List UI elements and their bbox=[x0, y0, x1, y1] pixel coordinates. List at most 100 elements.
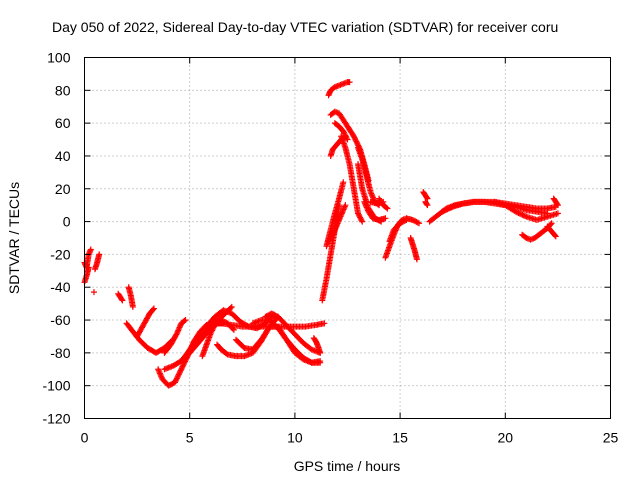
series-arc-14 bbox=[190, 307, 277, 350]
data-point bbox=[180, 362, 187, 369]
series-arc-37 bbox=[422, 198, 431, 209]
x-tick-label: 10 bbox=[287, 430, 303, 446]
data-point bbox=[353, 139, 360, 146]
x-tick-label: 5 bbox=[186, 430, 194, 446]
data-point bbox=[317, 358, 324, 365]
y-tick-label: 100 bbox=[47, 50, 71, 66]
data-point bbox=[118, 296, 125, 303]
data-point bbox=[96, 251, 103, 258]
y-axis-label: SDTVAR / TECUs bbox=[6, 182, 22, 294]
y-tick-label: -40 bbox=[50, 279, 70, 295]
data-point bbox=[441, 207, 448, 214]
data-point bbox=[518, 211, 525, 218]
data-point bbox=[129, 303, 136, 310]
data-point bbox=[350, 133, 357, 140]
series-arc-40 bbox=[491, 198, 561, 223]
data-point bbox=[178, 366, 185, 373]
x-tick-label: 15 bbox=[392, 430, 408, 446]
series-arc-06 bbox=[125, 284, 136, 310]
data-point bbox=[358, 217, 365, 224]
data-point bbox=[177, 368, 184, 375]
data-point bbox=[175, 372, 182, 379]
data-point bbox=[423, 201, 430, 208]
data-point bbox=[182, 317, 189, 324]
data-point bbox=[522, 213, 529, 220]
data-point bbox=[424, 202, 431, 209]
data-point bbox=[175, 371, 182, 378]
data-point bbox=[150, 305, 157, 312]
data-point bbox=[181, 317, 188, 324]
data-point bbox=[179, 363, 186, 370]
data-point bbox=[512, 208, 519, 215]
series-arc-01 bbox=[81, 246, 94, 271]
data-point bbox=[172, 378, 179, 385]
series-arc-36 bbox=[420, 189, 431, 202]
data-point bbox=[402, 217, 409, 224]
y-tick-label: 0 bbox=[63, 214, 71, 230]
data-point bbox=[552, 233, 559, 240]
data-point bbox=[171, 379, 178, 386]
axis-ticks bbox=[84, 57, 611, 419]
grid bbox=[84, 57, 611, 419]
series-arc-04 bbox=[90, 289, 97, 296]
series-arc-43 bbox=[550, 195, 561, 209]
data-point bbox=[515, 209, 522, 216]
data-point bbox=[413, 256, 420, 263]
data-point bbox=[547, 221, 554, 228]
data-point bbox=[554, 201, 561, 208]
data-point bbox=[383, 204, 390, 211]
data-point bbox=[359, 218, 366, 225]
data-point bbox=[173, 331, 180, 338]
series-arc-13 bbox=[199, 317, 237, 360]
series-arc-27 bbox=[331, 120, 351, 143]
y-tick-label: 80 bbox=[55, 82, 71, 98]
data-point bbox=[516, 210, 523, 217]
plot-frame bbox=[84, 57, 611, 419]
data-point bbox=[519, 211, 526, 218]
y-tick-label: -120 bbox=[42, 411, 70, 427]
data-point bbox=[317, 349, 324, 356]
y-tick-label: 40 bbox=[55, 148, 71, 164]
y-tick-label: -80 bbox=[50, 345, 70, 361]
x-tick-labels: 0 5 10 15 20 25 bbox=[81, 430, 619, 446]
x-axis-label: GPS time / hours bbox=[294, 458, 401, 474]
series-arc-19 bbox=[310, 335, 324, 356]
data-point bbox=[520, 212, 527, 219]
series-arc-42 bbox=[544, 223, 559, 240]
data-point bbox=[321, 320, 328, 327]
data-point bbox=[443, 206, 450, 213]
data-point bbox=[384, 205, 391, 212]
data-point bbox=[177, 367, 184, 374]
data-marks bbox=[81, 79, 561, 389]
data-point bbox=[87, 246, 94, 253]
series-arc-30 bbox=[361, 198, 389, 223]
data-point bbox=[352, 137, 359, 144]
data-point bbox=[514, 209, 521, 216]
data-point bbox=[414, 219, 421, 226]
data-point bbox=[346, 79, 353, 86]
series-arc-10 bbox=[161, 317, 189, 356]
data-point bbox=[439, 208, 446, 215]
series-arc-34 bbox=[386, 216, 410, 245]
data-point bbox=[174, 374, 181, 381]
data-point bbox=[416, 220, 423, 227]
data-point bbox=[548, 220, 555, 227]
data-point bbox=[229, 325, 236, 332]
data-point bbox=[119, 297, 126, 304]
x-tick-label: 20 bbox=[498, 430, 514, 446]
series-arc-23 bbox=[325, 79, 353, 99]
series-arc-26 bbox=[338, 133, 366, 225]
data-point bbox=[173, 375, 180, 382]
data-point bbox=[554, 210, 561, 217]
x-tick-label: 25 bbox=[603, 430, 619, 446]
series-arc-32 bbox=[376, 195, 391, 212]
y-tick-label: -20 bbox=[50, 246, 70, 262]
data-point bbox=[244, 322, 251, 329]
y-tick-label: -60 bbox=[50, 312, 70, 328]
data-point bbox=[343, 135, 350, 142]
data-point bbox=[178, 364, 185, 371]
y-tick-label: 60 bbox=[55, 115, 71, 131]
data-point bbox=[342, 202, 349, 209]
data-point bbox=[551, 232, 558, 239]
